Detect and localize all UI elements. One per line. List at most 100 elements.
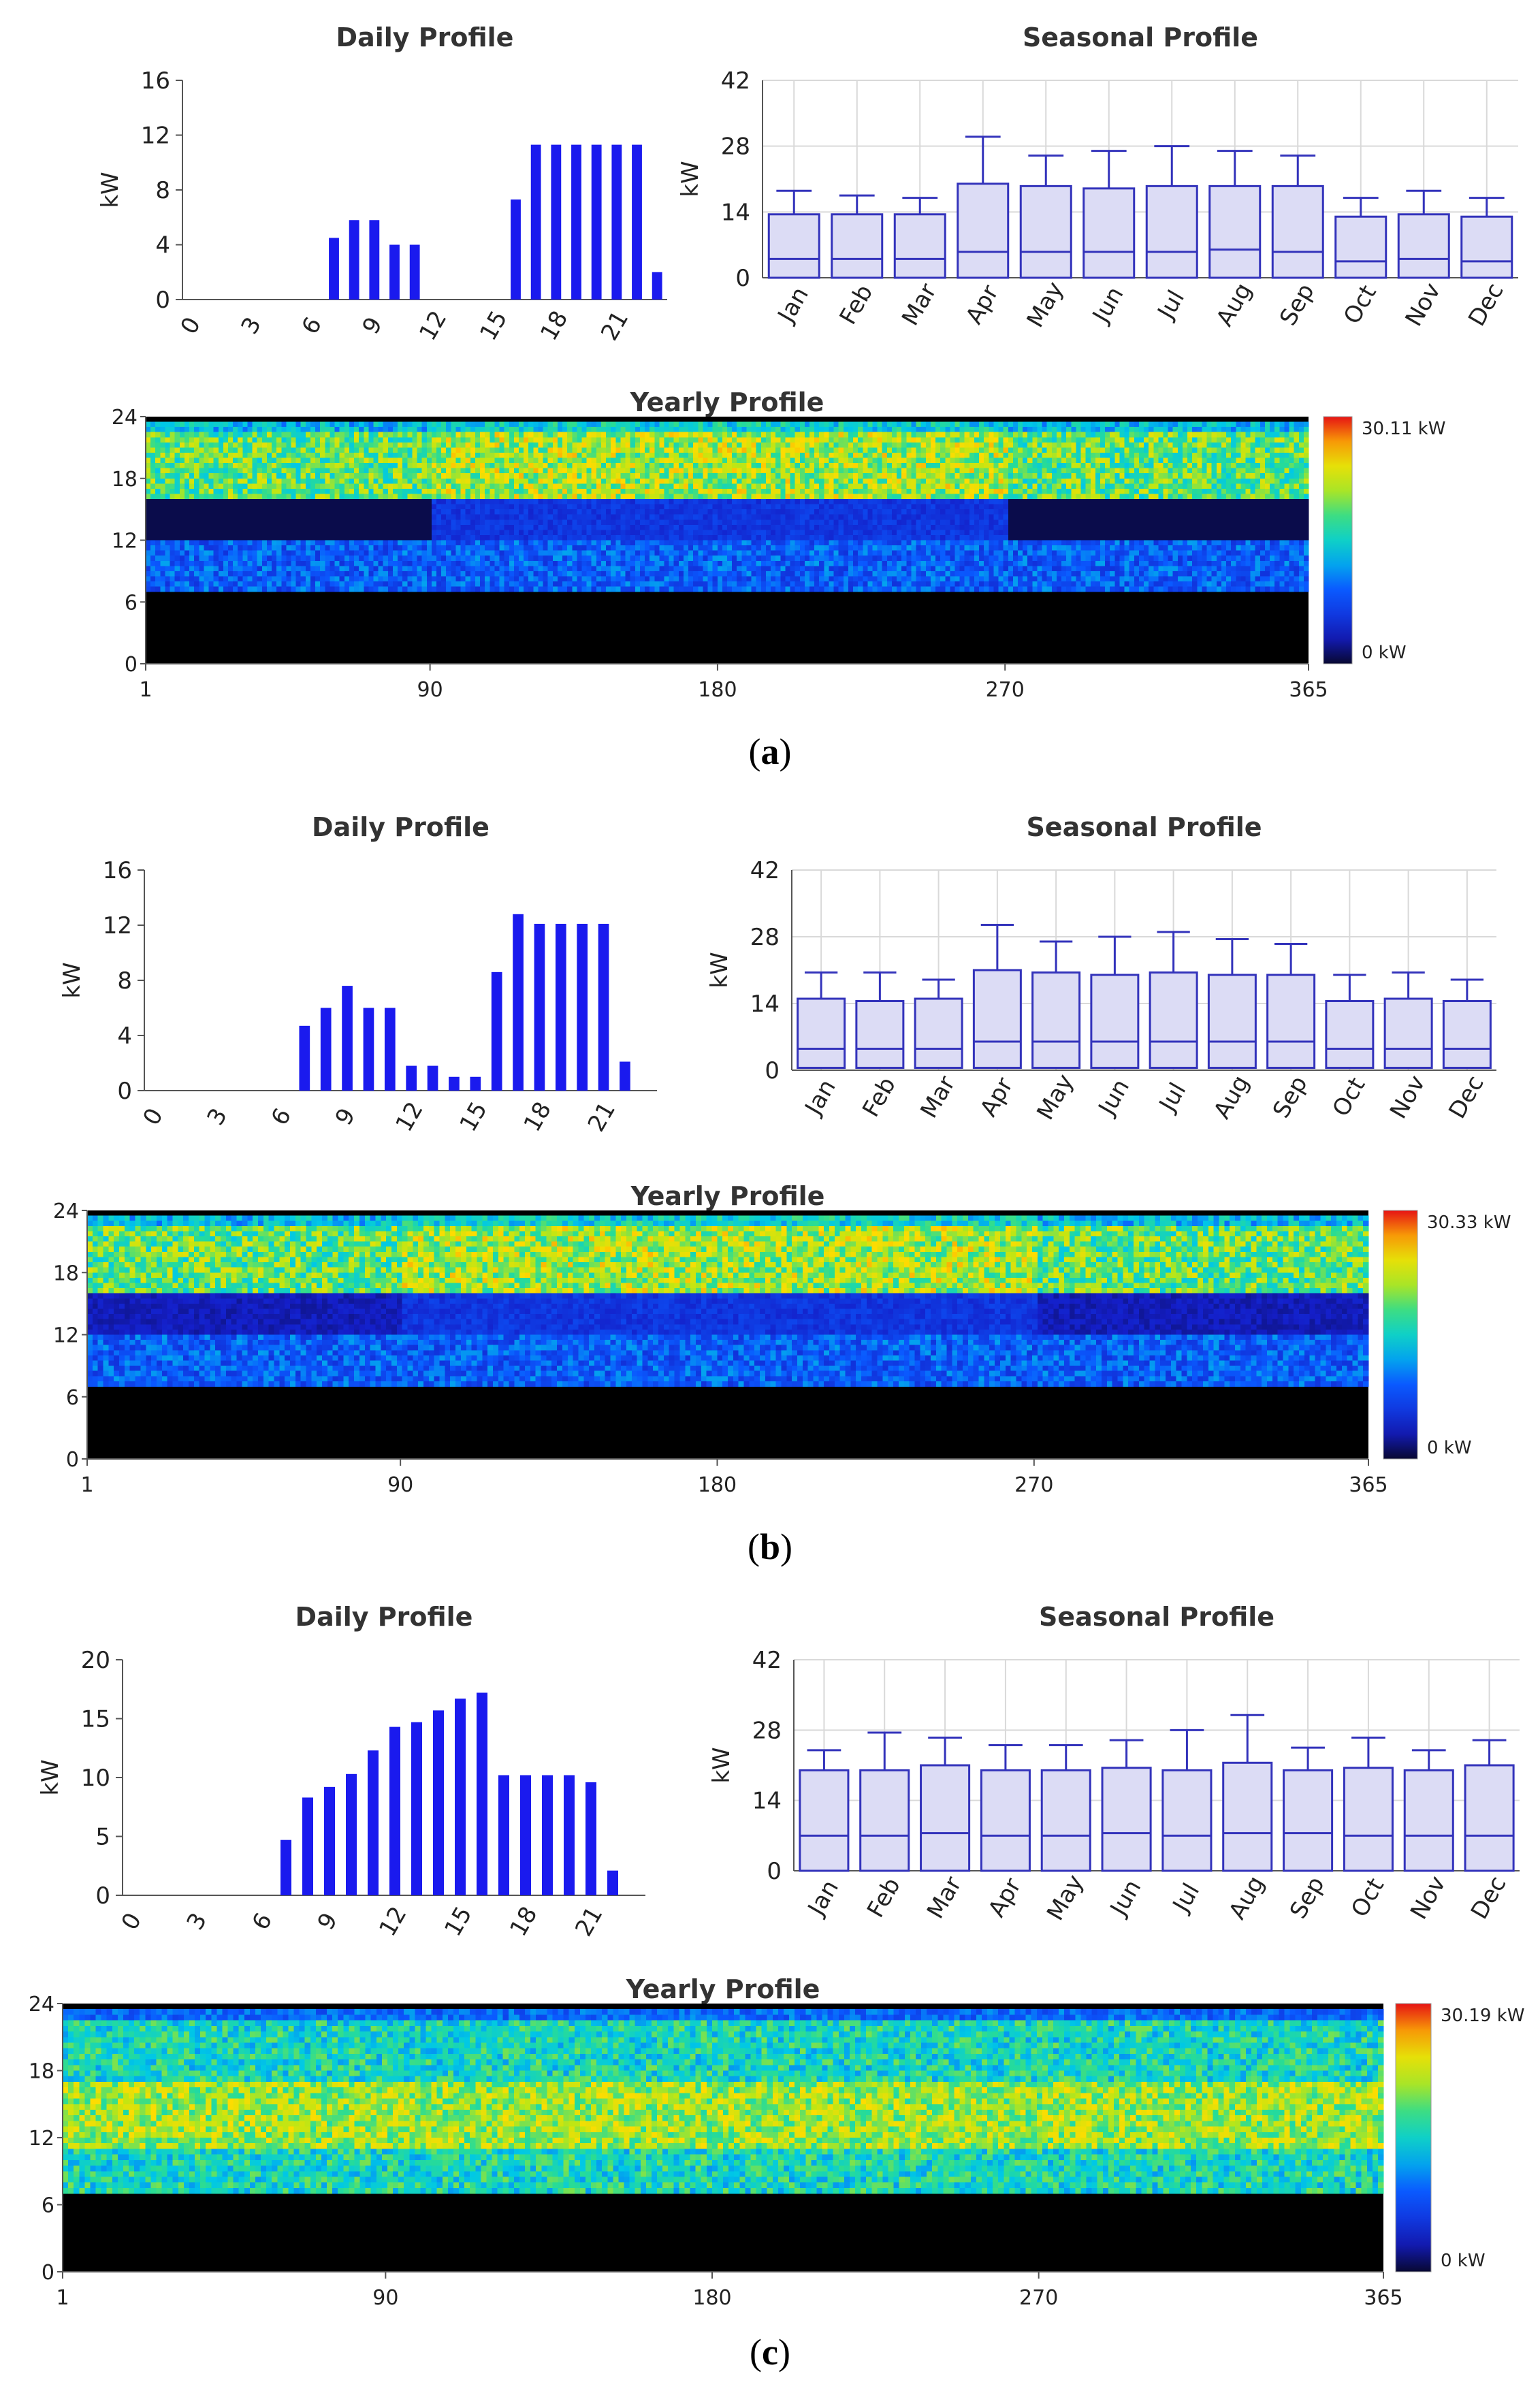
heatmap-cell xyxy=(209,571,214,577)
heatmap-cell xyxy=(354,535,359,541)
heatmap-cell xyxy=(194,489,199,494)
heatmap-cell xyxy=(189,489,195,494)
heatmap-cell xyxy=(180,551,185,556)
heatmap-cell xyxy=(180,447,185,453)
heatmap-cell xyxy=(253,535,258,541)
heatmap-cell xyxy=(146,443,151,448)
heatmap-cell xyxy=(276,468,282,474)
heatmap-cell xyxy=(175,519,180,525)
heatmap-cell xyxy=(325,545,330,551)
box-Feb xyxy=(832,214,882,278)
heatmap-cell xyxy=(267,556,272,561)
heatmap-cell xyxy=(320,541,325,546)
panel-1: Daily ProfilekW04812160 3 6 9 12 15 18 21Season… xyxy=(97,22,1518,772)
heatmap-cell xyxy=(170,530,176,535)
heatmap-cell xyxy=(267,519,272,525)
heatmap-cell xyxy=(320,581,325,587)
heatmap-cell xyxy=(310,473,316,479)
heatmap-cell xyxy=(233,468,238,474)
heatmap-cell xyxy=(228,489,234,494)
heatmap-cell xyxy=(267,504,272,510)
heatmap-cell xyxy=(335,473,340,479)
heatmap-cell xyxy=(310,447,316,453)
heatmap-cell xyxy=(301,541,306,546)
heatmap-cell xyxy=(320,447,325,453)
heatmap-cell xyxy=(204,504,209,510)
heatmap-cell xyxy=(175,504,180,510)
heatmap-cell xyxy=(359,422,364,428)
heatmap-cell xyxy=(320,453,325,458)
heatmap-cell xyxy=(368,519,374,525)
heatmap-cell xyxy=(189,443,195,448)
heatmap-cell xyxy=(228,463,234,468)
heatmap-cell xyxy=(335,566,340,571)
heatmap-cell xyxy=(247,525,253,530)
heatmap-cell xyxy=(301,437,306,443)
heatmap-cell xyxy=(286,519,291,525)
heatmap-cell xyxy=(262,458,268,464)
heatmap-cell xyxy=(180,437,185,443)
heatmap-cell xyxy=(368,504,374,510)
heatmap-cell xyxy=(301,556,306,561)
heatmap-cell xyxy=(340,479,345,484)
heatmap-cell xyxy=(359,432,364,438)
heatmap-cell xyxy=(175,453,180,458)
heatmap-cell xyxy=(320,437,325,443)
heatmap-cell xyxy=(228,458,234,464)
box-Aug xyxy=(1210,186,1260,278)
heatmap-cell xyxy=(262,581,268,587)
heatmap-cell xyxy=(180,571,185,577)
heatmap-cell xyxy=(257,545,263,551)
heatmap-cell xyxy=(223,422,229,428)
heatmap-cell xyxy=(160,468,165,474)
heatmap-cell xyxy=(276,494,282,499)
heatmap-cell xyxy=(368,535,374,541)
heatmap-cell xyxy=(354,551,359,556)
heatmap-cell xyxy=(155,458,161,464)
heatmap-cell xyxy=(325,541,330,546)
heatmap-cell xyxy=(286,571,291,577)
heatmap-cell xyxy=(286,473,291,479)
heatmap-cell xyxy=(364,494,369,499)
heatmap-cell xyxy=(199,556,204,561)
heatmap-cell xyxy=(170,519,176,525)
heatmap-cell xyxy=(281,479,287,484)
heatmap-cell xyxy=(214,571,219,577)
heatmap-cell xyxy=(320,422,325,428)
heatmap-cell xyxy=(364,576,369,581)
heatmap-cell xyxy=(368,587,374,592)
heatmap-cell xyxy=(379,463,384,468)
heatmap-cell xyxy=(349,483,355,489)
heatmap-cell xyxy=(253,489,258,494)
heatmap-cell xyxy=(214,556,219,561)
heatmap-cell xyxy=(170,551,176,556)
heatmap-cell xyxy=(364,432,369,438)
heatmap-cell xyxy=(315,504,321,510)
heatmap-cell xyxy=(223,581,229,587)
heatmap-cell xyxy=(146,566,151,571)
month-label-Feb: Feb xyxy=(835,280,879,329)
heatmap-cell xyxy=(233,437,238,443)
heatmap-cell xyxy=(291,422,297,428)
box-Jul xyxy=(1146,186,1197,278)
heatmap-cell xyxy=(359,504,364,510)
heatmap-cell xyxy=(301,427,306,432)
heatmap-cell xyxy=(199,566,204,571)
heatmap-cell xyxy=(238,535,243,541)
heatmap-cell xyxy=(359,494,364,499)
heatmap-cell xyxy=(199,576,204,581)
heatmap-cell xyxy=(349,443,355,448)
heatmap-cell xyxy=(267,479,272,484)
heatmap-cell xyxy=(315,427,321,432)
seasonal-ytick-label: 14 xyxy=(721,199,750,226)
heatmap-cell xyxy=(185,483,190,489)
heatmap-cell xyxy=(272,468,277,474)
heatmap-cell xyxy=(214,504,219,510)
heatmap-cell xyxy=(242,458,248,464)
heatmap-cell xyxy=(335,463,340,468)
heatmap-cell xyxy=(247,535,253,541)
heatmap-cell xyxy=(199,581,204,587)
heatmap-cell xyxy=(335,545,340,551)
heatmap-cell xyxy=(325,509,330,515)
heatmap-cell xyxy=(247,499,253,504)
